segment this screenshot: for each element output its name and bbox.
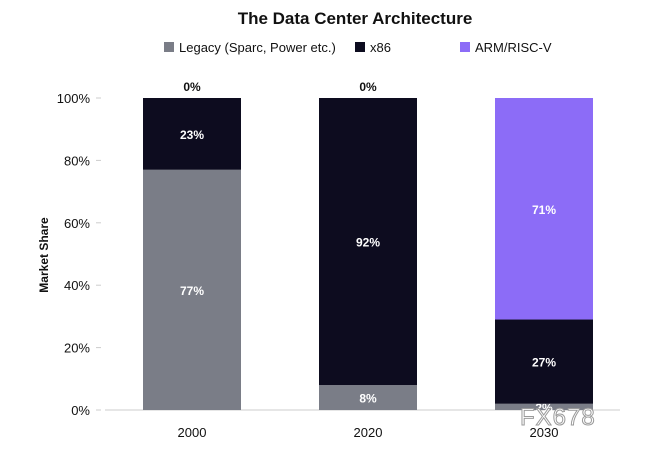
- legend: Legacy (Sparc, Power etc.) x86 ARM/RISC-V: [164, 40, 552, 55]
- legend-swatch-1: [355, 42, 365, 52]
- y-tick-label: 40%: [64, 278, 90, 293]
- legend-label-0: Legacy (Sparc, Power etc.): [179, 40, 336, 55]
- chart-title: The Data Center Architecture: [238, 9, 473, 28]
- data-label-2030-2: 71%: [532, 203, 556, 217]
- data-label-2000-1: 23%: [180, 128, 204, 142]
- legend-label-2: ARM/RISC-V: [475, 40, 552, 55]
- y-axis-label: Market Share: [37, 217, 51, 293]
- data-label-2000-0: 77%: [180, 284, 204, 298]
- legend-swatch-2: [460, 42, 470, 52]
- legend-label-1: x86: [370, 40, 391, 55]
- bars: 77% 23% 0% 8% 92% 0% 2% 27% 71%: [143, 80, 593, 415]
- y-tick-label: 80%: [64, 153, 90, 168]
- x-tick-label: 2020: [354, 425, 383, 440]
- x-tick-label: 2000: [178, 425, 207, 440]
- bar-2020-1: [319, 98, 417, 386]
- data-label-2020-0: 8%: [359, 392, 377, 406]
- legend-swatch-0: [164, 42, 174, 52]
- watermark: FX678: [520, 404, 596, 431]
- data-label-2020-1: 92%: [356, 236, 380, 250]
- data-label-2000-2: 0%: [183, 80, 201, 94]
- y-tick-label: 100%: [57, 91, 91, 106]
- x-tick-label: 2030: [530, 425, 559, 440]
- y-tick-label: 60%: [64, 216, 90, 231]
- data-label-2030-1: 27%: [532, 356, 556, 370]
- x-axis: 2000 2020 2030: [178, 425, 559, 440]
- bar-2030-1: [495, 319, 593, 404]
- data-label-2030-0: 2%: [535, 401, 553, 415]
- bar-2030-0: [495, 403, 593, 410]
- data-label-2020-2: 0%: [359, 80, 377, 94]
- bar-2000-0: [143, 169, 241, 410]
- bar-2000-1: [143, 98, 241, 170]
- bar-2020-0: [319, 385, 417, 410]
- y-tick-label: 0%: [71, 403, 90, 418]
- bar-2030-2: [495, 98, 593, 320]
- y-tick-label: 20%: [64, 341, 90, 356]
